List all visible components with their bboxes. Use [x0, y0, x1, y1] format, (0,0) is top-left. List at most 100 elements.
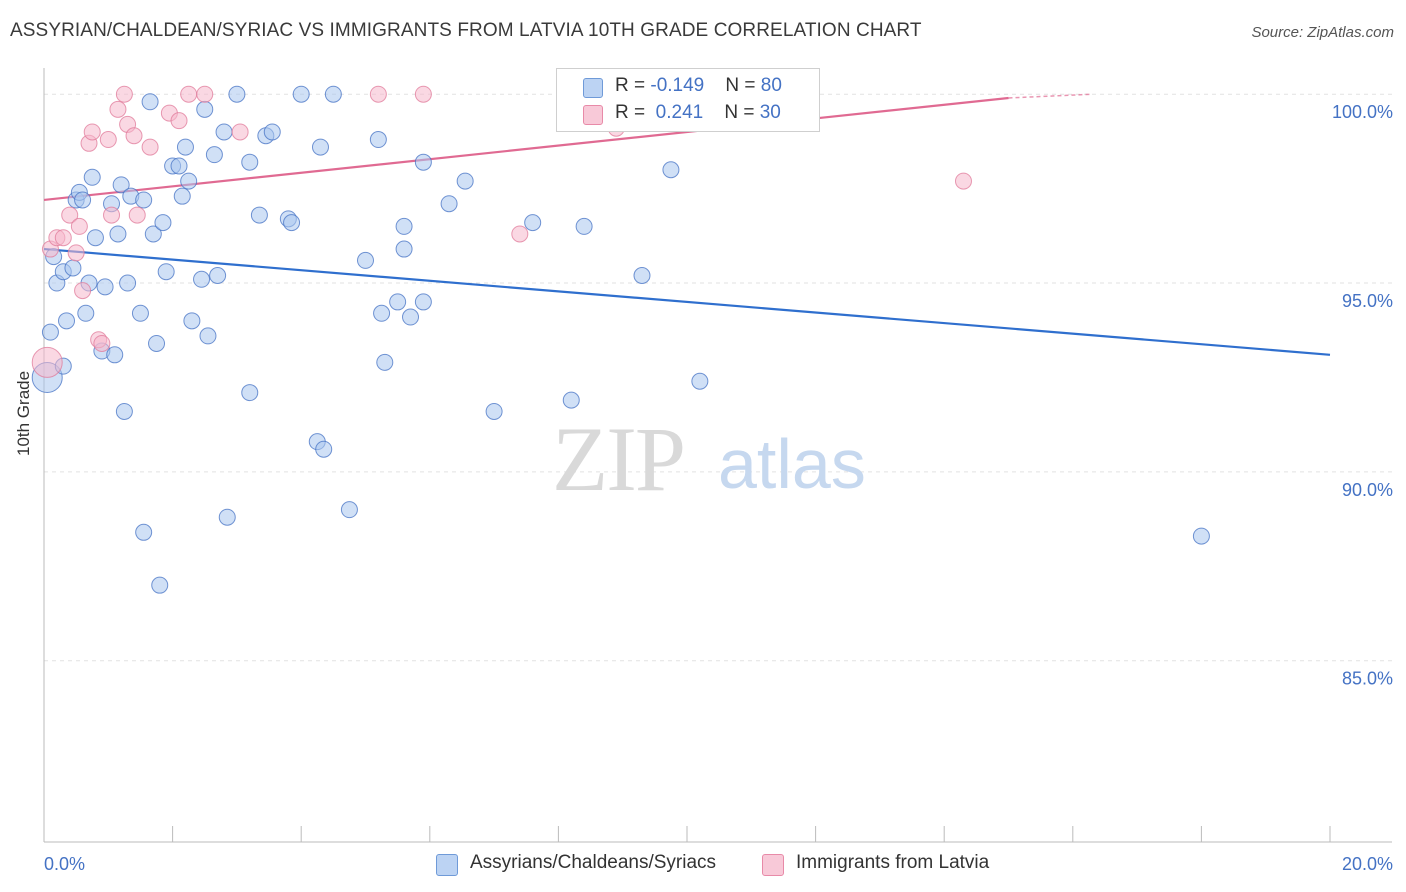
- latvia-point: [196, 85, 214, 103]
- assyrians-point: [389, 293, 407, 311]
- bottom-legend-label-assyrians: Assyrians/Chaldeans/Syriacs: [470, 852, 717, 873]
- assyrians-point: [292, 85, 310, 103]
- latvia-point: [67, 244, 85, 262]
- assyrians-point: [196, 100, 214, 118]
- assyrians-point: [77, 304, 95, 322]
- legend-n-value: 80: [760, 75, 782, 96]
- assyrians-point: [524, 214, 542, 232]
- assyrians-point: [115, 402, 133, 420]
- legend-r-label: R =: [615, 75, 651, 96]
- assyrians-point: [173, 187, 191, 205]
- latvia-point: [115, 85, 133, 103]
- series-assyrians-points: [31, 85, 1210, 594]
- y-tick-label: 95.0%: [1342, 291, 1393, 311]
- latvia-point: [414, 85, 432, 103]
- assyrians-point: [414, 153, 432, 171]
- assyrians-point: [373, 304, 391, 322]
- assyrians-point: [395, 217, 413, 235]
- legend-r-label: R =: [615, 102, 651, 123]
- assyrians-point: [64, 259, 82, 277]
- legend-n-label: N =: [725, 75, 761, 96]
- assyrians-point: [96, 278, 114, 296]
- latvia-point: [954, 172, 972, 190]
- assyrians-point: [209, 266, 227, 284]
- legend-swatch-latvia: [583, 105, 603, 125]
- bottom-legend-swatch-latvia: [762, 854, 784, 876]
- series-latvia-points: [31, 85, 972, 378]
- assyrians-point: [315, 440, 333, 458]
- y-tick-label: 90.0%: [1342, 480, 1393, 500]
- legend-n-label: N =: [724, 102, 760, 123]
- assyrians-point: [180, 172, 198, 190]
- assyrians-point: [456, 172, 474, 190]
- assyrians-point: [485, 402, 503, 420]
- assyrians-point: [1192, 527, 1210, 545]
- latvia-point: [93, 334, 111, 352]
- assyrians-point: [691, 372, 709, 390]
- trendline-latvia-line: [43, 96, 1009, 202]
- latvia-point: [125, 127, 143, 145]
- assyrians-point: [263, 123, 281, 141]
- legend-swatch-assyrians: [583, 78, 603, 98]
- tick-labels: 100.0% 95.0% 90.0% 85.0% 0.0% 20.0%: [44, 102, 1393, 874]
- assyrians-point: [283, 214, 301, 232]
- legend-n-value: 30: [759, 102, 781, 123]
- source-credit: Source: ZipAtlas.com: [1251, 24, 1394, 41]
- legend-r-value: 0.241: [650, 102, 704, 123]
- latvia-point: [61, 206, 79, 224]
- assyrians-point: [41, 323, 59, 341]
- latvia-point: [31, 346, 63, 378]
- latvia-point: [369, 85, 387, 103]
- assyrians-point: [241, 384, 259, 402]
- latvia-point: [74, 282, 92, 300]
- bottom-legend-swatch-assyrians: [436, 854, 458, 876]
- y-tick-label: 100.0%: [1332, 102, 1393, 122]
- latvia-point: [231, 123, 249, 141]
- assyrians-point: [250, 206, 268, 224]
- assyrians-point: [183, 312, 201, 330]
- chart-title: ASSYRIAN/CHALDEAN/SYRIAC VS IMMIGRANTS F…: [10, 20, 922, 41]
- watermark-atlas: atlas: [718, 425, 866, 503]
- assyrians-point: [170, 157, 188, 175]
- assyrians-point: [562, 391, 580, 409]
- trendline-latvia: [43, 93, 1093, 202]
- assyrians-point: [324, 85, 342, 103]
- assyrians-point: [74, 191, 92, 209]
- latvia-point: [103, 206, 121, 224]
- watermark-zip: ZIP: [552, 408, 684, 510]
- latvia-point: [511, 225, 529, 243]
- latvia-point: [180, 85, 198, 103]
- latvia-point: [128, 206, 146, 224]
- assyrians-point: [176, 138, 194, 156]
- assyrians-point: [414, 293, 432, 311]
- y-tick-label: 85.0%: [1342, 669, 1393, 689]
- assyrians-point: [340, 501, 358, 519]
- assyrians-point: [144, 225, 162, 243]
- assyrians-point: [193, 270, 211, 288]
- latvia-point: [109, 100, 127, 118]
- assyrians-point: [86, 229, 104, 247]
- assyrians-point: [241, 153, 259, 171]
- legend-r-value: -0.149: [650, 75, 705, 96]
- assyrians-point: [131, 304, 149, 322]
- assyrians-point: [141, 93, 159, 111]
- assyrians-point: [83, 168, 101, 186]
- assyrians-point: [106, 346, 124, 364]
- assyrians-point: [199, 327, 217, 345]
- assyrians-point: [311, 138, 329, 156]
- assyrians-point: [440, 195, 458, 213]
- axes: [43, 68, 1392, 843]
- latvia-point: [170, 112, 188, 130]
- assyrians-point: [402, 308, 420, 326]
- assyrians-point: [112, 176, 130, 194]
- watermark: ZIP atlas: [552, 408, 866, 510]
- assyrians-point: [633, 266, 651, 284]
- assyrians-point: [376, 353, 394, 371]
- assyrians-point: [157, 263, 175, 281]
- trendline-latvia-extension: [1008, 93, 1093, 99]
- correlation-legend: R = -0.149 N = 80 R = 0.241 N = 30: [556, 68, 820, 132]
- latvia-point: [99, 131, 117, 149]
- assyrians-point: [369, 131, 387, 149]
- assyrians-point: [58, 312, 76, 330]
- assyrians-point: [151, 576, 169, 594]
